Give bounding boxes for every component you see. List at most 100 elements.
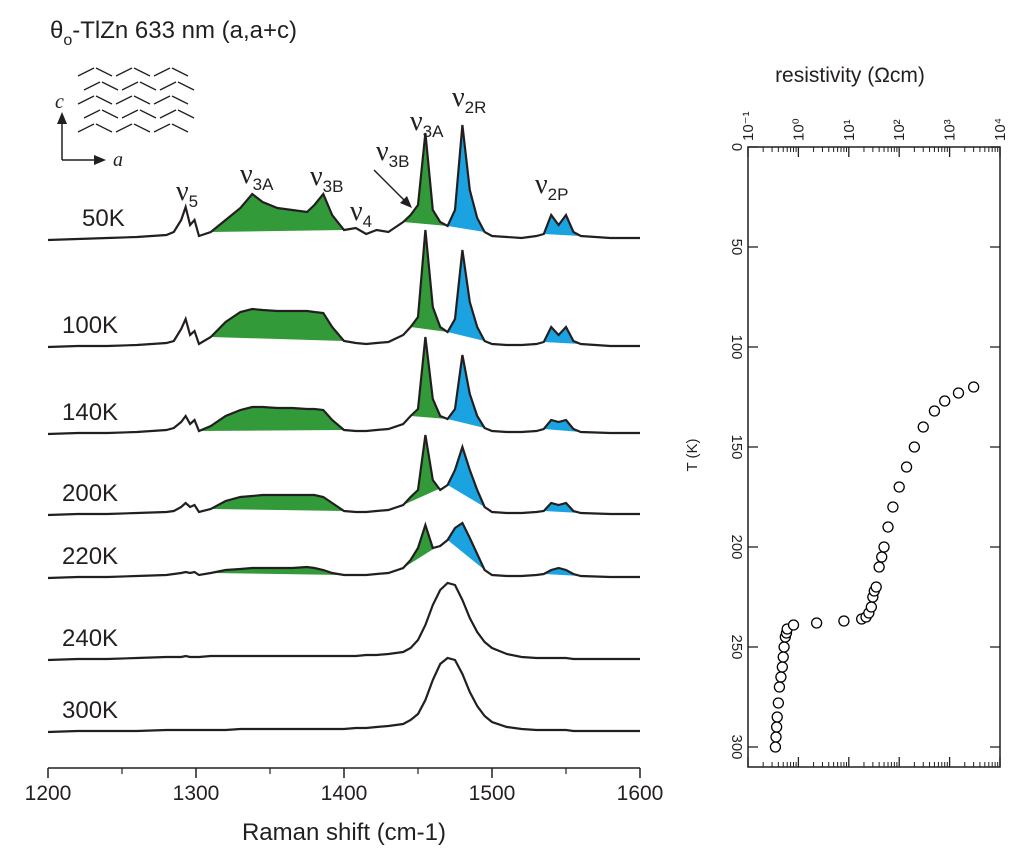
peak-fill (403, 525, 448, 568)
series-label: 300K (62, 697, 118, 724)
peak-fill (447, 250, 485, 341)
peak-label-symbol: ν (176, 176, 189, 207)
series-label: 200K (62, 480, 118, 507)
x-tick-label: 10⁰ (790, 118, 807, 141)
c-arrowhead (57, 112, 67, 124)
title-sub: o (63, 32, 72, 49)
data-point (908, 441, 921, 453)
spectrum-line (47, 581, 640, 662)
data-point (772, 697, 784, 709)
spectrum-line (47, 521, 640, 580)
lattice-chevron (139, 109, 157, 119)
lattice-chevron (171, 67, 189, 77)
x-axis-label: Raman shift (cm-1) (242, 819, 446, 846)
spectrum-line (47, 229, 640, 349)
data-point (773, 681, 786, 693)
data-point (777, 651, 789, 663)
x-tick-label: 10³ (942, 119, 959, 141)
data-point (870, 581, 882, 593)
peak-label-sub: 3B (389, 152, 410, 171)
lattice-chevron (83, 109, 101, 119)
chart-title: θo-TlZn 633 nm (a,a+c) (50, 17, 297, 49)
peak-label-sub: 5 (189, 192, 198, 211)
y-tick-label: 0 (728, 143, 745, 151)
series-label: 220K (62, 543, 118, 570)
peak-fill (447, 523, 485, 570)
lattice-chevron (83, 81, 101, 91)
data-point (865, 601, 877, 613)
lattice-chevron (159, 109, 177, 119)
peak-label: ν3A (410, 106, 444, 141)
y-tick-label: 250 (728, 634, 745, 659)
lattice-chevron (115, 67, 133, 77)
inset-label: a (113, 149, 123, 171)
peak-label: ν3B (310, 161, 343, 196)
peak-label-symbol: ν (410, 106, 423, 137)
peak-fill (210, 495, 344, 511)
plot-frame (747, 146, 1001, 768)
lattice-chevron (95, 95, 113, 105)
y-tick-label: 100 (728, 334, 745, 359)
peak-label-symbol: ν (240, 159, 253, 190)
lattice-chevron (101, 109, 119, 119)
peak-label-symbol: ν (535, 169, 548, 200)
data-point (882, 521, 894, 533)
title-main: θ (50, 17, 63, 44)
lattice-chevron (95, 67, 113, 77)
peak-fill (410, 337, 448, 419)
lattice-chevron (133, 123, 151, 133)
data-point (769, 741, 782, 753)
data-point (771, 711, 783, 723)
lattice-chevron (177, 81, 195, 91)
lattice-chevron (115, 95, 133, 105)
data-point (928, 405, 941, 417)
x-tick-label: 10¹ (841, 119, 858, 141)
data-point (876, 551, 888, 563)
data-point (939, 395, 951, 407)
data-point (810, 617, 823, 629)
lattice-chevron (133, 67, 151, 77)
x-tick-label: 10⁴ (992, 118, 1009, 141)
y-tick-label: 300 (728, 734, 745, 759)
peak-fill (210, 194, 344, 232)
x-tick-label: 1200 (25, 782, 72, 805)
data-point (838, 615, 850, 627)
annotation-arrowhead (400, 196, 412, 208)
spectrum-line (47, 656, 640, 734)
lattice-chevron (153, 95, 171, 105)
data-point (873, 561, 885, 573)
data-point (967, 381, 980, 393)
peak-fill (447, 125, 485, 232)
lattice-chevron (115, 123, 133, 133)
lattice-chevron (101, 81, 119, 91)
lattice-chevron (159, 81, 177, 91)
lattice (77, 67, 195, 133)
data-point (900, 461, 913, 473)
y-tick-label: 150 (728, 434, 745, 459)
lattice-chevron (171, 95, 189, 105)
lattice-chevron (171, 123, 189, 133)
data-point (775, 671, 787, 683)
lattice-chevron (77, 95, 95, 105)
peak-fill (447, 447, 485, 507)
x-tick-label: 10⁻¹ (740, 111, 757, 141)
lattice-chevron (77, 67, 95, 77)
lattice-chevron (133, 95, 151, 105)
peak-label: ν3B (376, 136, 409, 171)
peak-fill (403, 133, 448, 226)
peak-label-sub: 3A (423, 122, 444, 141)
x-tick-label: 1600 (617, 782, 664, 805)
peak-label: ν5 (176, 176, 198, 211)
peak-fill (543, 215, 581, 236)
spectrum-line (47, 336, 640, 436)
data-point (778, 641, 790, 653)
inset: c a (55, 67, 195, 171)
data-point (787, 619, 800, 631)
data-point (776, 661, 788, 673)
peak-label-sub: 2R (465, 98, 487, 117)
data-point (878, 541, 890, 553)
data-point (893, 481, 905, 493)
x-tick-label: 10² (891, 119, 908, 141)
data-point (770, 731, 782, 743)
peak-label-sub: 3B (323, 177, 344, 196)
